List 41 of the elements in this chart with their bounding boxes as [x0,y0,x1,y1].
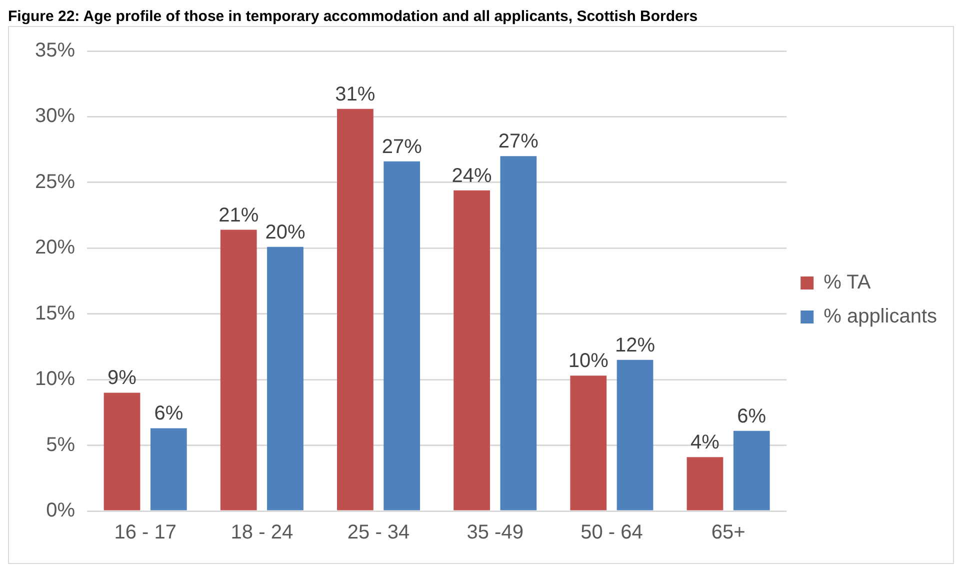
x-tick-label: 18 - 24 [230,522,294,544]
y-tick-label: 15% [35,302,76,324]
y-tick-label: 30% [35,105,76,128]
bar [454,190,490,510]
legend-label: % applicants [824,306,938,328]
bar [570,376,607,510]
chart-title: Figure 22: Age profile of those in temporary accommodation and all applicants, Scottish Borders [8,8,699,26]
bar [384,161,420,510]
x-tick-label: 16 - 17 [114,522,176,544]
data-label: 12% [615,334,656,356]
data-label: 6% [154,402,184,425]
data-label: 21% [218,204,259,226]
bar [267,246,304,510]
y-tick-label: 5% [46,434,76,456]
y-tick-label: 25% [35,170,76,193]
legend-label: % TA [824,272,872,294]
data-label: 31% [335,83,376,106]
data-label: 9% [108,367,137,390]
data-label: 27% [382,136,422,158]
data-label: 4% [690,432,720,454]
data-label: 24% [452,164,492,187]
data-label: 20% [265,221,306,244]
bar [686,457,724,510]
x-tick-label: 25 - 34 [347,522,410,544]
data-label: 27% [498,130,539,153]
data-label: 10% [568,350,609,372]
x-tick-label: 65+ [711,522,746,544]
y-tick-label: 10% [35,368,76,390]
bar [150,428,187,510]
bar [220,230,257,510]
bar [500,156,537,510]
y-tick-label: 20% [35,236,76,259]
x-tick-label: 35 -49 [466,522,524,544]
bar [733,430,770,510]
x-tick-label: 50 - 64 [580,522,643,544]
bar [616,360,654,510]
y-tick-label: 35% [35,40,76,62]
bar [104,392,140,510]
bar [337,108,374,510]
data-label: 6% [737,405,766,428]
y-tick-label: 0% [46,500,76,522]
